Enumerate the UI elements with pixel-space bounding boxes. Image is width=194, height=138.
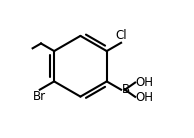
Text: OH: OH [136, 76, 153, 89]
Text: Br: Br [33, 90, 46, 103]
Text: B: B [122, 83, 130, 96]
Text: Cl: Cl [115, 29, 127, 42]
Text: OH: OH [136, 91, 153, 104]
